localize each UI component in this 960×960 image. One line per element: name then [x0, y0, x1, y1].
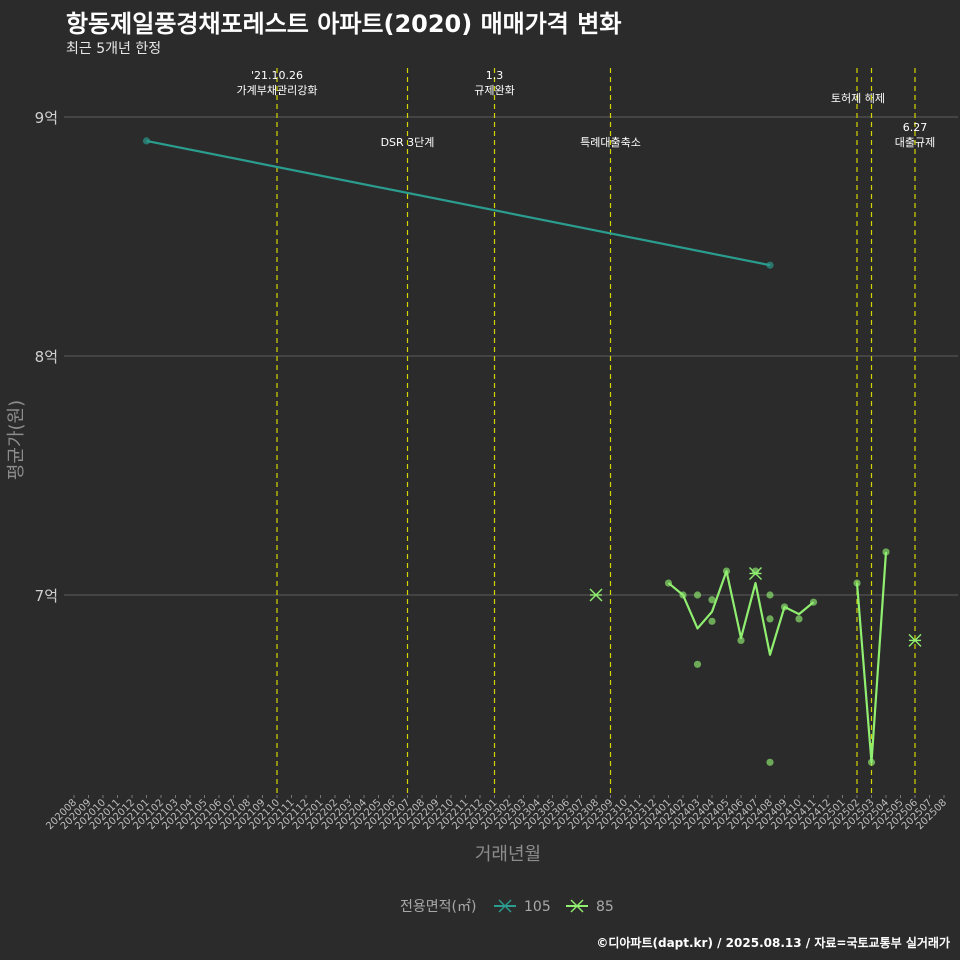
- legend: 전용면적(㎡) 105 85: [400, 899, 614, 915]
- source-caption: ©디아파트(dapt.kr) / 2025.08.13 / 자료=국토교통부 실…: [596, 936, 950, 950]
- y-tick-label: 8억: [35, 348, 58, 366]
- data-point-105: [142, 137, 151, 145]
- chart-title: 항동제일풍경채포레스트 아파트(2020) 매매가격 변화: [66, 10, 622, 38]
- data-point-85: [795, 615, 803, 623]
- data-point-85: [766, 591, 774, 599]
- data-point-85: [766, 615, 774, 623]
- legend-item-85: 85: [566, 899, 614, 915]
- event-label: 특례대출축소: [580, 136, 641, 149]
- legend-title: 전용면적(㎡): [400, 899, 476, 915]
- event-label: 1.3: [486, 69, 504, 82]
- series-line-105: [146, 139, 771, 267]
- legend-item-105: 105: [494, 899, 551, 915]
- gridlines: [64, 116, 958, 596]
- data-point-85: [853, 579, 861, 587]
- legend-label: 85: [596, 899, 614, 915]
- data-point-85: [679, 591, 687, 599]
- data-point-105: [766, 261, 774, 269]
- cross-marker-85: [749, 566, 762, 580]
- data-point-85: [780, 603, 789, 611]
- y-axis-title: 평균가(원): [6, 400, 27, 480]
- data-point-85: [809, 598, 818, 606]
- cross-marker-85: [908, 633, 922, 647]
- data-point-85: [867, 758, 876, 766]
- data-point-85: [708, 596, 716, 604]
- x-axis-title: 거래년월: [475, 844, 541, 865]
- y-tick-label: 9억: [35, 109, 58, 127]
- data-point-85: [722, 567, 731, 575]
- event-label: 대출규제: [895, 136, 935, 149]
- legend-swatch-cross: [570, 899, 584, 913]
- event-label: 가계부채관리강화: [237, 84, 318, 97]
- event-label: 6.27: [903, 121, 928, 134]
- data-point-85: [693, 660, 702, 668]
- series-layer: [142, 137, 922, 766]
- y-tick-label: 7억: [35, 587, 58, 605]
- y-axis-ticks: 7억 8억 9억: [35, 109, 58, 605]
- event-label: DSR 3단계: [381, 136, 435, 149]
- data-point-85: [766, 758, 774, 766]
- legend-label: 105: [524, 899, 551, 915]
- cross-marker-85: [589, 588, 603, 602]
- data-point-85: [882, 548, 890, 556]
- data-point-85: [708, 617, 716, 625]
- data-point-85: [693, 591, 702, 599]
- event-label: 규제완화: [474, 84, 514, 97]
- x-axis-ticks: 2020082020092020102020112020122021012021…: [44, 795, 949, 832]
- data-point-85: [664, 579, 673, 587]
- data-point-85: [737, 636, 745, 645]
- event-label: '21.10.26: [251, 69, 303, 82]
- event-label: 토허제 해제: [831, 91, 885, 105]
- chart-subtitle: 최근 5개년 한정: [66, 41, 162, 57]
- legend-swatch-cross: [498, 899, 512, 913]
